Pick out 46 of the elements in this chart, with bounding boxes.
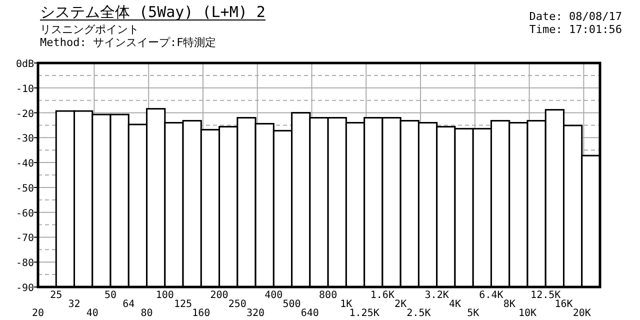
x-tick-label: 25	[50, 290, 62, 301]
x-tick-label: 400	[264, 290, 283, 301]
x-tick-label: 2.5K	[406, 308, 431, 319]
chart-title: システム全体 (5Way) (L+M) 2	[40, 3, 266, 21]
x-tick-label: 32	[68, 299, 80, 310]
x-tick-label: 100	[156, 290, 174, 301]
y-tick-label: -40	[16, 158, 34, 170]
x-tick-label: 200	[210, 290, 228, 301]
x-tick-label: 8K	[503, 299, 516, 310]
x-tick-label: 64	[122, 299, 135, 310]
x-tick-label: 125	[174, 299, 192, 310]
x-tick-label: 500	[282, 299, 301, 310]
x-tick-label: 640	[300, 308, 319, 319]
y-tick-label: -80	[16, 258, 34, 270]
x-tick-label: 5K	[467, 308, 480, 319]
x-tick-label: 20	[32, 308, 44, 319]
x-tick-label: 10K	[518, 308, 537, 319]
y-tick-label: -60	[16, 208, 34, 220]
x-tick-label: 320	[246, 308, 265, 319]
x-tick-label: 1K	[340, 299, 352, 310]
x-tick-label: 40	[86, 308, 98, 319]
x-tick-label: 2K	[394, 299, 407, 310]
x-tick-label: 800	[319, 290, 338, 301]
x-tick-label: 16K	[554, 299, 573, 310]
x-tick-label: 160	[192, 308, 210, 319]
y-tick-label: 0dB	[16, 59, 34, 70]
x-tick-label: 12.5K	[530, 290, 561, 301]
y-tick-label: -30	[16, 134, 34, 145]
text: Time: 17:01:56	[529, 23, 622, 36]
text: Method: サインスイープ:F特測定	[40, 36, 216, 49]
text: Date: 08/08/17	[529, 10, 622, 23]
x-tick-label: 20K	[572, 308, 591, 319]
x-tick-label: 1.6K	[370, 290, 394, 301]
x-tick-label: 3.2K	[424, 290, 449, 301]
x-tick-label: 4K	[448, 299, 461, 310]
y-tick-label: -10	[16, 84, 34, 95]
x-tick-label: 1.25K	[349, 308, 380, 319]
x-tick-label: 50	[104, 290, 117, 301]
x-tick-label: 250	[228, 299, 246, 310]
y-tick-label: -20	[16, 108, 34, 120]
y-tick-label: -70	[16, 233, 34, 244]
y-tick-label: -50	[16, 183, 34, 194]
x-tick-label: 6.4K	[479, 290, 504, 301]
x-tick-label: 80	[140, 308, 153, 319]
y-tick-label: -90	[16, 283, 34, 294]
chart-subtitle: リスニングポイント	[40, 23, 139, 36]
